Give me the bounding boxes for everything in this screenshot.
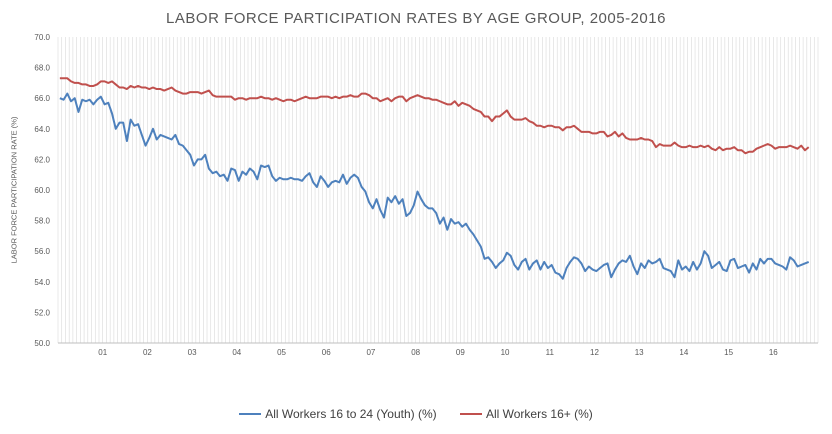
y-tick-label: 68.0 <box>34 64 50 73</box>
series-line-all <box>59 77 810 155</box>
x-tick-label: 03 <box>188 348 197 357</box>
x-tick-label: 12 <box>590 348 599 357</box>
y-tick-label: 54.0 <box>34 278 50 287</box>
legend-swatch-all <box>459 413 482 415</box>
x-tick-label: 04 <box>232 348 241 357</box>
legend: All Workers 16 to 24 (Youth) (%) All Wor… <box>0 404 832 421</box>
x-tick-label: 08 <box>411 348 420 357</box>
y-tick-label: 56.0 <box>34 247 50 256</box>
series-layer <box>59 77 810 280</box>
y-tick-label: 70.0 <box>34 33 50 42</box>
x-tick-label: 14 <box>679 348 688 357</box>
x-tick-label: 13 <box>635 348 644 357</box>
x-tick-label: 15 <box>724 348 733 357</box>
x-tick-label: 09 <box>456 348 465 357</box>
legend-swatch-youth <box>239 413 262 415</box>
x-tick-label: 11 <box>546 348 555 357</box>
x-tick-label: 16 <box>769 348 778 357</box>
y-tick-label: 58.0 <box>34 217 50 226</box>
chart-title: LABOR FORCE PARTICIPATION RATES BY AGE G… <box>166 10 666 27</box>
y-tick-label: 52.0 <box>34 308 50 317</box>
y-tick-label: 66.0 <box>34 94 50 103</box>
x-tick-label: 07 <box>366 348 375 357</box>
x-tick-label: 06 <box>322 348 331 357</box>
legend-item-all[interactable]: All Workers 16+ (%) <box>459 407 593 421</box>
x-tick-label: 10 <box>501 348 510 357</box>
y-tick-label: 62.0 <box>34 155 50 164</box>
x-tick-label: 01 <box>98 348 107 357</box>
legend-label-youth: All Workers 16 to 24 (Youth) (%) <box>265 407 437 421</box>
series-line-youth <box>59 92 810 280</box>
x-tick-label: 02 <box>143 348 152 357</box>
axis-layer: 50.0 52.0 54.0 56.0 58.0 60.0 62.0 64.0 66.0 68.0… <box>34 33 818 357</box>
x-tick-label: 05 <box>277 348 286 357</box>
y-tick-label: 50.0 <box>34 339 50 348</box>
y-tick-label: 64.0 <box>34 125 50 134</box>
legend-item-youth[interactable]: All Workers 16 to 24 (Youth) (%) <box>239 407 437 421</box>
y-tick-label: 60.0 <box>34 186 50 195</box>
legend-label-all: All Workers 16+ (%) <box>485 407 593 421</box>
grid-layer <box>57 37 819 343</box>
